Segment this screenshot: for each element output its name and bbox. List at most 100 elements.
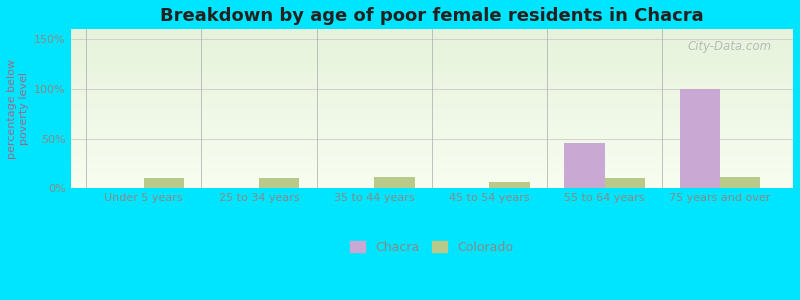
- Bar: [70, 126, 793, 127]
- Bar: [144, 178, 184, 188]
- Bar: [70, 186, 793, 187]
- Bar: [70, 138, 793, 139]
- Bar: [70, 151, 793, 152]
- Bar: [70, 154, 793, 155]
- Bar: [70, 105, 793, 106]
- Bar: [70, 185, 793, 186]
- Bar: [70, 118, 793, 119]
- Bar: [70, 95, 793, 96]
- Bar: [70, 79, 793, 80]
- Bar: [70, 111, 793, 112]
- Bar: [70, 131, 793, 132]
- Bar: [70, 112, 793, 113]
- Bar: [70, 152, 793, 153]
- Bar: [70, 78, 793, 79]
- Bar: [70, 60, 793, 61]
- Bar: [70, 86, 793, 87]
- Bar: [70, 83, 793, 84]
- Bar: [70, 56, 793, 57]
- Bar: [70, 171, 793, 172]
- Bar: [70, 155, 793, 156]
- Bar: [70, 54, 793, 55]
- Bar: [70, 167, 793, 168]
- Bar: [70, 37, 793, 38]
- Bar: [70, 40, 793, 41]
- Bar: [70, 90, 793, 91]
- Bar: [70, 177, 793, 178]
- Bar: [70, 133, 793, 134]
- Bar: [70, 81, 793, 82]
- Bar: [70, 146, 793, 147]
- Bar: [70, 47, 793, 48]
- Title: Breakdown by age of poor female residents in Chacra: Breakdown by age of poor female resident…: [160, 7, 704, 25]
- Bar: [70, 149, 793, 150]
- Bar: [70, 121, 793, 122]
- Bar: [70, 130, 793, 131]
- Bar: [70, 53, 793, 54]
- Bar: [70, 31, 793, 32]
- Bar: [70, 35, 793, 36]
- Bar: [259, 178, 299, 188]
- Bar: [70, 73, 793, 74]
- Bar: [70, 59, 793, 60]
- Bar: [605, 178, 645, 188]
- Bar: [70, 161, 793, 162]
- Bar: [70, 93, 793, 94]
- Bar: [70, 104, 793, 105]
- Bar: [70, 163, 793, 164]
- Bar: [70, 129, 793, 130]
- Bar: [70, 50, 793, 51]
- Bar: [70, 91, 793, 92]
- Bar: [70, 174, 793, 175]
- Bar: [70, 180, 793, 181]
- Bar: [70, 55, 793, 56]
- Bar: [70, 162, 793, 163]
- Bar: [70, 65, 793, 66]
- Bar: [70, 124, 793, 125]
- Bar: [70, 108, 793, 109]
- Bar: [70, 117, 793, 118]
- Y-axis label: percentage below
poverty level: percentage below poverty level: [7, 59, 29, 159]
- Bar: [70, 94, 793, 95]
- Bar: [70, 172, 793, 173]
- Bar: [679, 89, 720, 188]
- Bar: [70, 150, 793, 151]
- Bar: [70, 33, 793, 34]
- Bar: [70, 68, 793, 69]
- Bar: [564, 143, 605, 188]
- Bar: [70, 88, 793, 89]
- Bar: [70, 103, 793, 104]
- Bar: [70, 168, 793, 169]
- Bar: [70, 135, 793, 136]
- Bar: [70, 173, 793, 174]
- Legend: Chacra, Colorado: Chacra, Colorado: [346, 236, 518, 259]
- Bar: [70, 134, 793, 135]
- Bar: [70, 158, 793, 159]
- Bar: [70, 153, 793, 154]
- Bar: [70, 110, 793, 111]
- Bar: [70, 128, 793, 129]
- Bar: [70, 58, 793, 59]
- Bar: [70, 183, 793, 184]
- Bar: [70, 160, 793, 161]
- Bar: [70, 145, 793, 146]
- Bar: [70, 107, 793, 108]
- Bar: [70, 77, 793, 78]
- Bar: [70, 141, 793, 142]
- Bar: [70, 176, 793, 177]
- Bar: [70, 140, 793, 141]
- Bar: [70, 69, 793, 70]
- Bar: [70, 36, 793, 37]
- Bar: [70, 38, 793, 39]
- Bar: [70, 143, 793, 144]
- Bar: [70, 34, 793, 35]
- Bar: [70, 51, 793, 52]
- Bar: [70, 48, 793, 49]
- Bar: [70, 100, 793, 101]
- Bar: [70, 45, 793, 46]
- Bar: [70, 61, 793, 62]
- Bar: [70, 62, 793, 63]
- Bar: [70, 120, 793, 121]
- Bar: [70, 64, 793, 65]
- Bar: [70, 187, 793, 188]
